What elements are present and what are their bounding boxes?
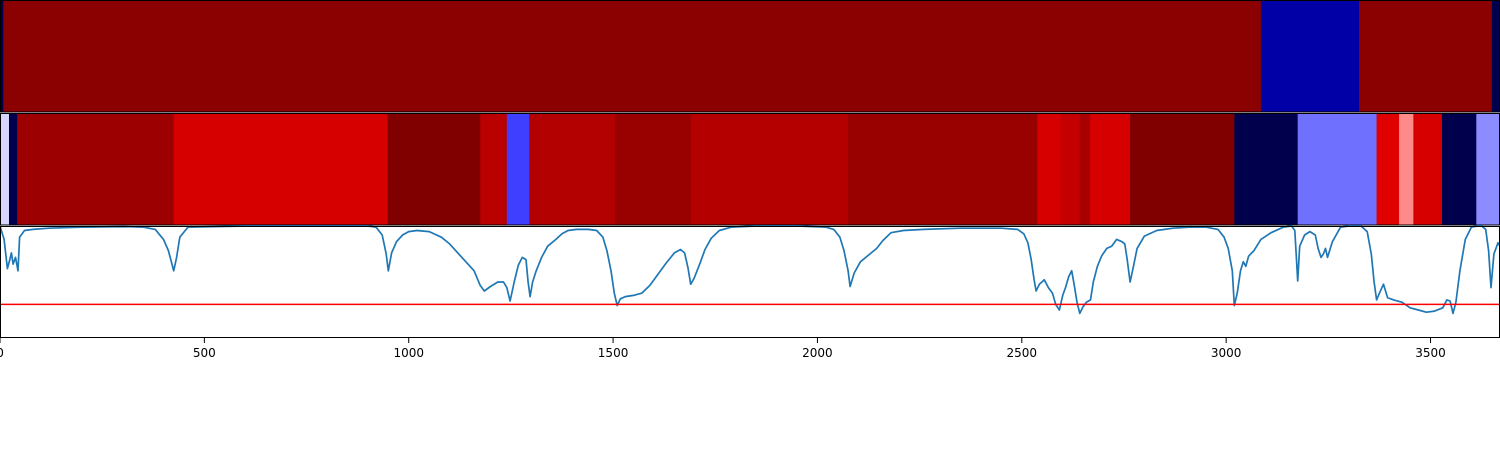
band-row-2-segment-7	[506, 113, 530, 225]
band-row-1	[0, 0, 1500, 112]
x-tick-label-0: 0	[0, 346, 4, 360]
band-row-2-segment-14	[1079, 113, 1091, 225]
band-row-1-segment-5	[1491, 0, 1500, 112]
band-row-1-segment-3	[1260, 0, 1360, 112]
band-row-2-segment-11	[848, 113, 1038, 225]
x-tick-label-2000: 2000	[802, 346, 833, 360]
x-axis: 0 500 1000 1500 2000 2500 3000 3500	[0, 338, 1446, 360]
band-row-2-segment-3	[17, 113, 175, 225]
band-row-2-segment-8	[529, 113, 616, 225]
x-tick-label-3500: 3500	[1415, 346, 1446, 360]
band-row-2-segment-2	[8, 113, 18, 225]
band-row-2-segment-4	[173, 113, 388, 225]
band-row-2-segment-6	[480, 113, 508, 225]
band-row-1-segment-4	[1358, 0, 1493, 112]
x-tick-label-3000: 3000	[1211, 346, 1242, 360]
band-row-2-segment-23	[1476, 113, 1500, 225]
band-row-2-segment-1	[0, 113, 10, 225]
band-row-2-segment-10	[690, 113, 849, 225]
line-panel-background	[0, 226, 1500, 338]
band-row-2-segment-20	[1399, 113, 1414, 225]
x-tick-label-1000: 1000	[393, 346, 424, 360]
band-row-1-segment-1	[0, 0, 4, 112]
band-row-1-segment-2	[3, 0, 1262, 112]
band-row-2-segment-16	[1130, 113, 1235, 225]
band-row-2-segment-19	[1376, 113, 1400, 225]
band-row-2-segment-5	[387, 113, 481, 225]
band-row-2-segment-15	[1090, 113, 1131, 225]
band-row-2	[0, 113, 1500, 225]
band-row-2-segment-12	[1037, 113, 1062, 225]
x-tick-label-500: 500	[193, 346, 216, 360]
band-row-2-segment-9	[615, 113, 692, 225]
x-tick-label-1500: 1500	[598, 346, 629, 360]
band-row-2-segment-22	[1441, 113, 1477, 225]
band-row-2-segment-18	[1297, 113, 1378, 225]
band-row-2-segment-13	[1060, 113, 1081, 225]
band-row-2-segment-17	[1234, 113, 1299, 225]
band-row-2-segment-21	[1413, 113, 1443, 225]
line-panel	[0, 225, 1500, 338]
x-tick-label-2500: 2500	[1007, 346, 1038, 360]
series-line	[0, 225, 1500, 315]
